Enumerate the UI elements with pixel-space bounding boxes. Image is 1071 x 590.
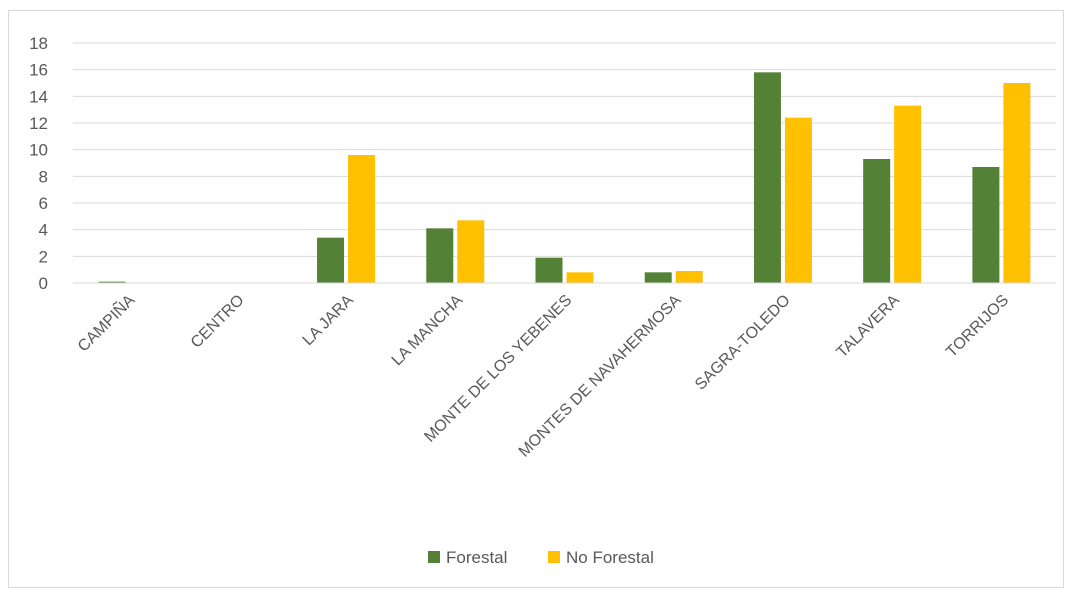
x-category-label: TORRIJOS bbox=[943, 292, 1012, 361]
x-category-label: CENTRO bbox=[188, 292, 248, 352]
legend-swatch-no-forestal bbox=[548, 551, 560, 563]
bar-forestal bbox=[753, 72, 781, 283]
y-tick-label: 10 bbox=[29, 141, 48, 160]
x-category-label: LA JARA bbox=[300, 292, 358, 350]
y-tick-label: 18 bbox=[29, 34, 48, 53]
y-tick-label: 8 bbox=[39, 167, 48, 186]
bar-no-forestal bbox=[784, 117, 812, 284]
bar-forestal bbox=[972, 167, 1000, 283]
legend-label-forestal: Forestal bbox=[446, 548, 507, 567]
y-tick-label: 16 bbox=[29, 61, 48, 80]
y-tick-label: 0 bbox=[39, 274, 48, 293]
legend: Forestal No Forestal bbox=[428, 548, 654, 567]
bar-forestal bbox=[535, 257, 563, 283]
y-tick-label: 14 bbox=[29, 87, 48, 106]
x-category-label: CAMPIÑA bbox=[73, 289, 139, 355]
x-category-label: LA MANCHA bbox=[389, 292, 467, 370]
bar-forestal bbox=[98, 281, 126, 283]
bar-no-forestal bbox=[348, 155, 376, 283]
bar-forestal bbox=[426, 228, 454, 283]
y-tick-label: 12 bbox=[29, 114, 48, 133]
bar-no-forestal bbox=[894, 105, 922, 284]
y-tick-label: 6 bbox=[39, 194, 48, 213]
bar-forestal bbox=[644, 272, 672, 283]
bar-no-forestal bbox=[675, 271, 703, 283]
chart-frame bbox=[8, 10, 1064, 588]
y-axis-ticks: 0 2 4 6 8 10 12 14 16 18 bbox=[29, 34, 48, 293]
bars bbox=[98, 72, 1031, 284]
bar-forestal bbox=[863, 159, 891, 283]
x-category-label: TALAVERA bbox=[834, 292, 904, 362]
x-category-label: SAGRA-TOLEDO bbox=[692, 292, 794, 394]
legend-swatch-forestal bbox=[428, 551, 440, 563]
legend-label-no-forestal: No Forestal bbox=[566, 548, 654, 567]
y-tick-label: 4 bbox=[39, 221, 48, 240]
bar-no-forestal bbox=[457, 220, 485, 283]
y-tick-label: 2 bbox=[39, 247, 48, 266]
bar-forestal bbox=[317, 237, 345, 283]
bar-no-forestal bbox=[1003, 83, 1031, 283]
bar-no-forestal bbox=[566, 272, 594, 283]
